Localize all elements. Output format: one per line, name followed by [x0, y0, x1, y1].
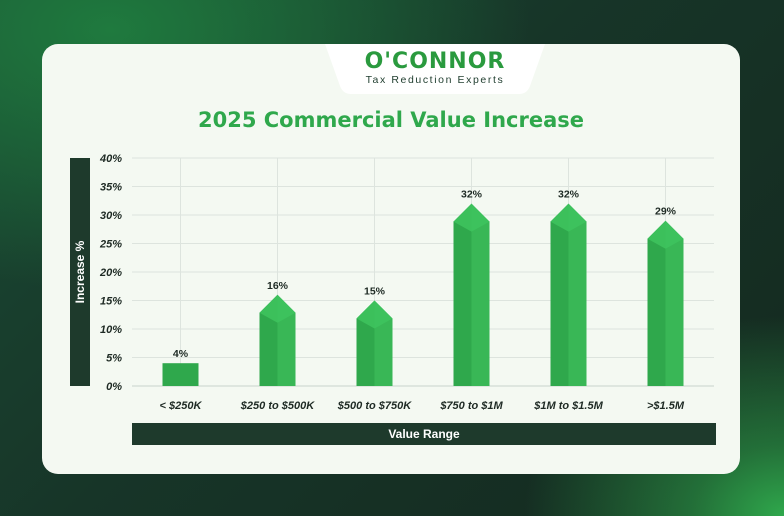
bar-cap: [647, 220, 684, 249]
bar-chart: Increase % 0% 5% 10% 15% 20% 25% 30% 35% 40% 4% < $…: [70, 153, 716, 445]
bar-cap: [550, 203, 587, 232]
brand-name: O'CONNOR: [364, 49, 506, 74]
data-label: 32%: [558, 189, 580, 201]
x-tick-label: $750 to $1M: [439, 400, 503, 412]
data-label: 15%: [364, 286, 386, 298]
x-tick-label: >$1.5M: [647, 400, 685, 412]
y-tick-label: 5%: [106, 353, 122, 365]
y-tick-label: 40%: [99, 153, 122, 165]
logo-tab-shape: [325, 44, 545, 94]
y-axis-label-band: [70, 158, 90, 386]
y-tick-label: 0%: [106, 381, 122, 393]
bar: [550, 203, 569, 386]
bar-side: [665, 220, 684, 386]
data-label: 16%: [267, 280, 289, 292]
x-tick-label: $250 to $500K: [240, 400, 315, 412]
y-tick-label: 30%: [100, 210, 122, 222]
brand-logo: O'CONNOR Tax Reduction Experts: [325, 44, 545, 94]
x-tick-label: $1M to $1.5M: [533, 400, 603, 412]
bar-cap: [259, 294, 296, 323]
bar: [162, 363, 199, 386]
y-tick-label: 20%: [99, 267, 122, 279]
y-tick-label: 15%: [100, 296, 122, 308]
x-axis-label: Value Range: [388, 427, 460, 441]
bar: [647, 220, 666, 386]
y-axis-label: Increase %: [73, 240, 87, 303]
y-tick-label: 10%: [100, 324, 122, 336]
brand-tagline: Tax Reduction Experts: [365, 74, 505, 86]
bar: [453, 203, 472, 386]
data-label: 32%: [461, 189, 483, 201]
x-axis-label-band: [132, 423, 716, 445]
y-tick-label: 25%: [99, 239, 122, 251]
bar-cap: [356, 300, 393, 329]
data-label: 29%: [655, 206, 677, 218]
bar-side: [568, 203, 587, 386]
y-tick-label: 35%: [100, 182, 122, 194]
data-label: 4%: [173, 348, 189, 360]
x-tick-label: < $250K: [160, 400, 203, 412]
bar-side: [471, 203, 490, 386]
chart-title: 2025 Commercial Value Increase: [198, 108, 584, 132]
bar-cap: [453, 203, 490, 232]
x-tick-label: $500 to $750K: [337, 400, 412, 412]
chart-card: O'CONNOR Tax Reduction Experts 2025 Comm…: [42, 44, 740, 474]
